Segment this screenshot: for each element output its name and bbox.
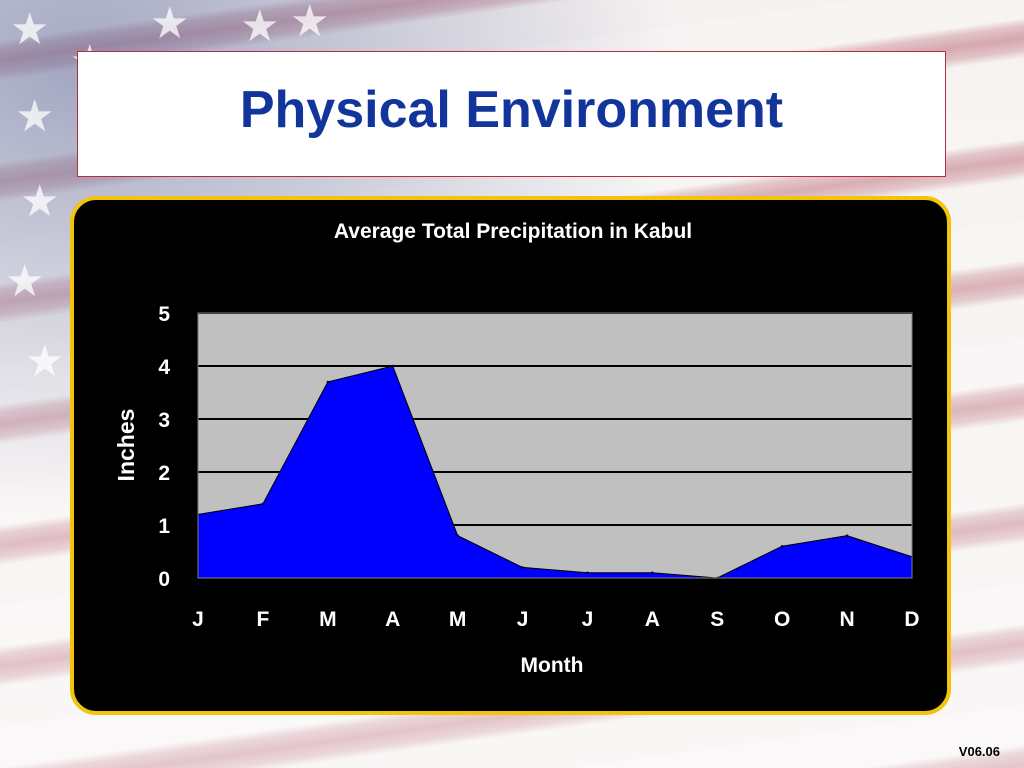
star-icon: ★ bbox=[25, 337, 65, 386]
x-tick-label: M bbox=[449, 608, 467, 631]
y-tick-label: 3 bbox=[158, 409, 170, 432]
y-tick-label: 1 bbox=[158, 515, 170, 538]
y-tick-label: 0 bbox=[158, 568, 170, 591]
x-tick-label: F bbox=[256, 608, 269, 631]
x-tick-label: J bbox=[192, 608, 204, 631]
data-point bbox=[326, 380, 330, 384]
x-tick-label: J bbox=[517, 608, 529, 631]
plot-border bbox=[197, 312, 913, 579]
y-tick-label: 4 bbox=[158, 356, 170, 379]
x-tick-label: M bbox=[319, 608, 337, 631]
data-point bbox=[586, 571, 589, 574]
data-point bbox=[521, 566, 524, 569]
version-label: V06.06 bbox=[958, 744, 1000, 759]
star-icon: ★ bbox=[10, 5, 50, 54]
chart-title: Average Total Precipitation in Kabul bbox=[334, 220, 692, 243]
x-tick-label: S bbox=[710, 608, 724, 631]
x-tick-label: A bbox=[385, 608, 400, 631]
x-tick-label: D bbox=[904, 608, 919, 631]
x-tick-label: O bbox=[774, 608, 790, 631]
star-icon: ★ bbox=[240, 2, 280, 51]
y-tick-label: 2 bbox=[158, 462, 170, 485]
y-tick-label: 5 bbox=[158, 303, 170, 326]
x-axis-label: Month bbox=[521, 654, 584, 677]
x-tick-label: A bbox=[645, 608, 660, 631]
data-point bbox=[845, 534, 849, 537]
title-box: Physical Environment bbox=[77, 51, 946, 177]
star-icon: ★ bbox=[290, 0, 330, 46]
star-icon: ★ bbox=[5, 257, 45, 306]
precipitation-chart: Average Total Precipitation in Kabul 0 1 2 3… bbox=[113, 220, 920, 677]
star-icon: ★ bbox=[150, 0, 190, 48]
star-icon: ★ bbox=[15, 92, 55, 141]
chart-panel: Average Total Precipitation in Kabul 0 1 2 3… bbox=[70, 196, 951, 715]
data-point bbox=[456, 534, 459, 537]
star-icon: ★ bbox=[20, 177, 60, 226]
page-title: Physical Environment bbox=[239, 81, 784, 139]
data-point bbox=[651, 571, 654, 574]
data-point bbox=[780, 545, 784, 548]
x-tick-label: N bbox=[840, 608, 855, 631]
x-tick-label: J bbox=[582, 608, 594, 631]
y-axis-label: Inches bbox=[113, 409, 139, 482]
data-point bbox=[391, 364, 394, 368]
data-point bbox=[261, 502, 265, 505]
